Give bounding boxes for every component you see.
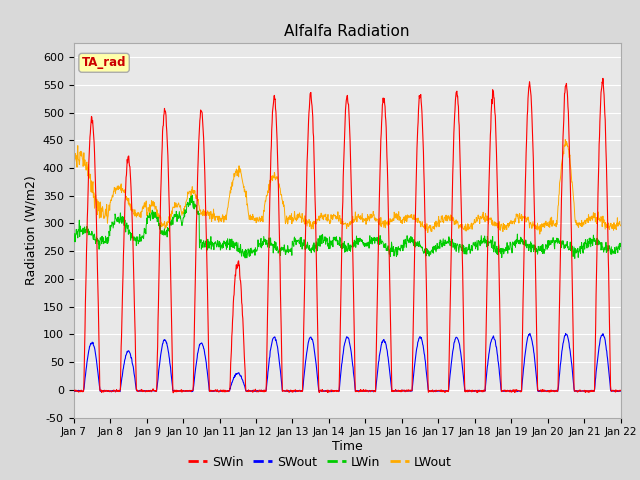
Title: Alfalfa Radiation: Alfalfa Radiation <box>284 24 410 39</box>
Legend: SWin, SWout, LWin, LWout: SWin, SWout, LWin, LWout <box>183 451 457 474</box>
X-axis label: Time: Time <box>332 440 363 453</box>
Y-axis label: Radiation (W/m2): Radiation (W/m2) <box>24 176 37 285</box>
Text: TA_rad: TA_rad <box>82 56 126 69</box>
